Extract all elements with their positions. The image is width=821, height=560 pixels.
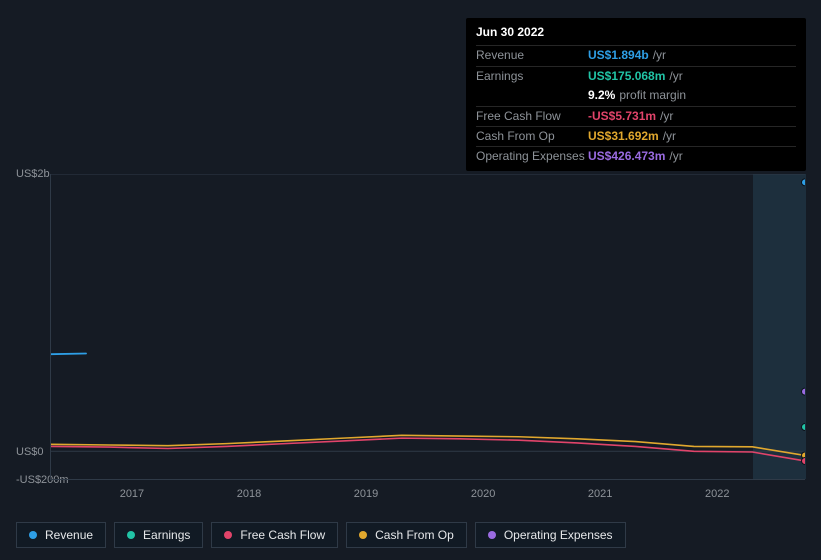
legend-item[interactable]: Operating Expenses	[475, 522, 626, 548]
tooltip-row-label: Free Cash Flow	[476, 108, 588, 125]
legend-label: Operating Expenses	[504, 528, 613, 542]
legend-label: Revenue	[45, 528, 93, 542]
tooltip-row-value: US$1.894b/yr	[588, 47, 666, 64]
x-axis-label: 2019	[354, 488, 378, 500]
legend-swatch	[29, 531, 37, 539]
tooltip-row-label: Revenue	[476, 47, 588, 64]
tooltip-row-value: 9.2%profit margin	[588, 87, 686, 104]
tooltip-row-value: US$175.068m/yr	[588, 68, 683, 85]
tooltip-row: RevenueUS$1.894b/yr	[476, 45, 796, 65]
legend-label: Earnings	[143, 528, 190, 542]
tooltip-row: 9.2%profit margin	[476, 86, 796, 105]
x-axis-label: 2017	[120, 488, 144, 500]
legend-item[interactable]: Earnings	[114, 522, 203, 548]
tooltip-row: EarningsUS$175.068m/yr	[476, 66, 796, 86]
chart-legend: Revenue Earnings Free Cash Flow Cash From O…	[16, 522, 626, 548]
y-axis-label: US$0	[16, 446, 44, 458]
plot-area[interactable]	[50, 174, 805, 480]
tooltip-row-value: US$31.692m/yr	[588, 128, 676, 145]
tooltip-row: Cash From OpUS$31.692m/yr	[476, 126, 796, 146]
chart-tooltip: Jun 30 2022 RevenueUS$1.894b/yrEarningsU…	[466, 18, 806, 171]
tooltip-row-label: Earnings	[476, 68, 588, 85]
tooltip-row-value: -US$5.731m/yr	[588, 108, 673, 125]
legend-swatch	[488, 531, 496, 539]
legend-swatch	[224, 531, 232, 539]
legend-item[interactable]: Free Cash Flow	[211, 522, 338, 548]
tooltip-row-label	[476, 87, 588, 104]
legend-item[interactable]: Cash From Op	[346, 522, 467, 548]
legend-item[interactable]: Revenue	[16, 522, 106, 548]
x-axis-label: 2020	[471, 488, 495, 500]
tooltip-date: Jun 30 2022	[476, 24, 796, 41]
legend-label: Cash From Op	[375, 528, 454, 542]
y-axis-label: US$2b	[16, 168, 50, 180]
tooltip-row: Free Cash Flow-US$5.731m/yr	[476, 106, 796, 126]
x-axis-label: 2021	[588, 488, 612, 500]
x-axis-label: 2018	[237, 488, 261, 500]
legend-swatch	[359, 531, 367, 539]
tooltip-row-label: Cash From Op	[476, 128, 588, 145]
financial-chart: US$2bUS$0-US$200m 2017201820192020202120…	[16, 160, 805, 504]
legend-swatch	[127, 531, 135, 539]
x-axis-label: 2022	[705, 488, 729, 500]
legend-label: Free Cash Flow	[240, 528, 325, 542]
